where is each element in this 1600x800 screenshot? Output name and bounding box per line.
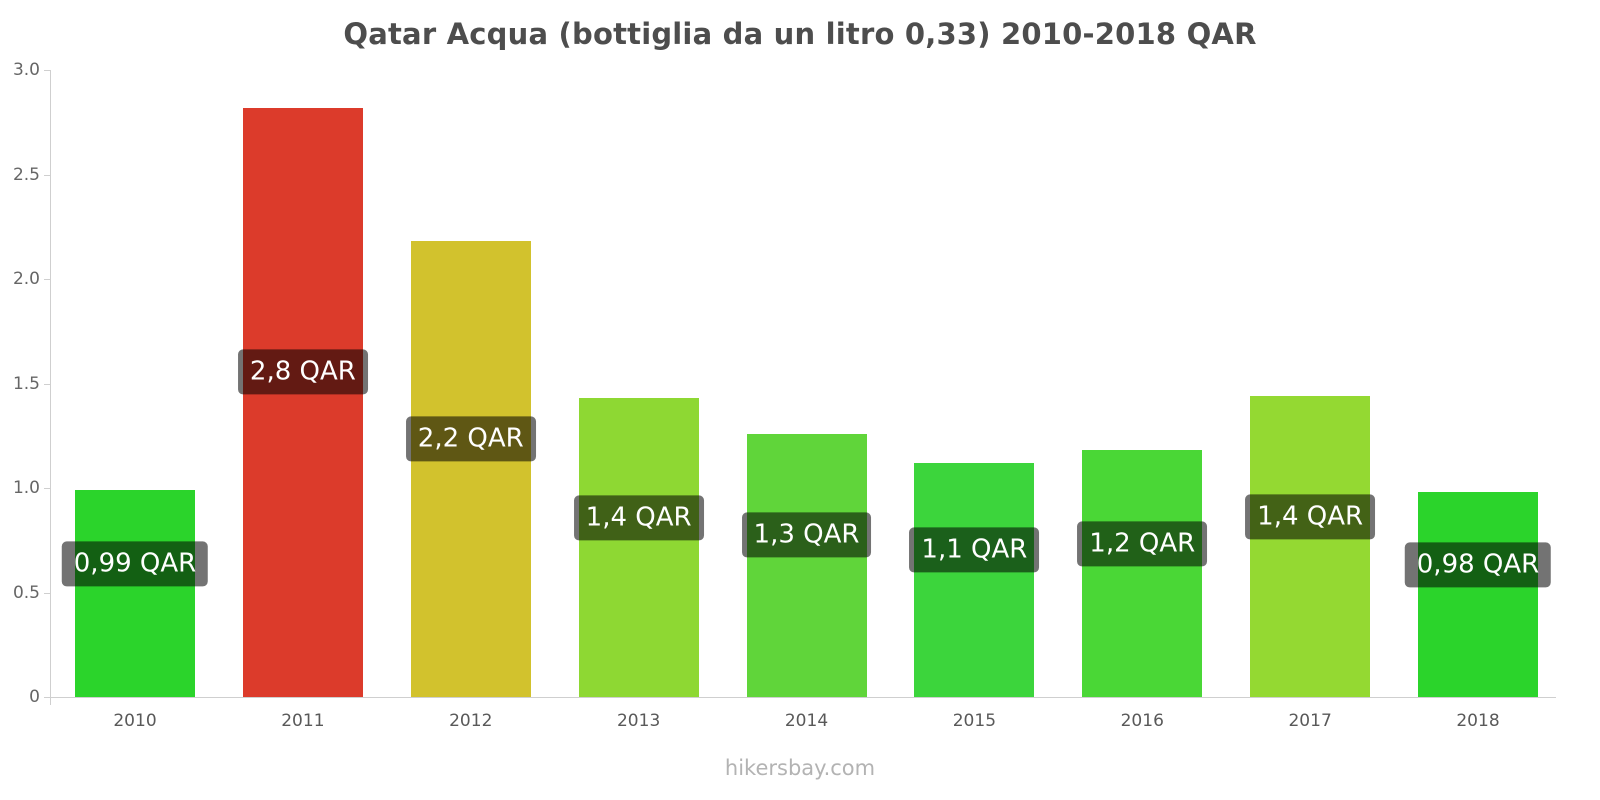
x-tick-label: 2011 [281,711,325,731]
x-tick-label: 2015 [952,711,997,731]
bar-value-label-2011: 2,8 QAR [237,349,368,395]
bar-value-label-2016: 1,2 QAR [1077,521,1208,567]
x-tick-label: 2012 [449,711,493,731]
x-tick-label: 2017 [1288,711,1332,731]
footer-watermark: hikersbay.com [724,756,876,780]
bar-2010 [75,490,195,697]
y-tick-mark [44,279,50,280]
x-axis: 2010 2011 2012 2013 2014 2015 2016 2017 2018 [50,705,1560,737]
bar-value-label-2010: 0,99 QAR [61,540,209,587]
y-axis: 0 0.5 1.0 1.5 2.0 2.5 3.0 [0,60,50,707]
y-axis-line [50,70,51,698]
chart-title: Qatar Acqua (bottiglia da un litro 0,33)… [343,17,1257,51]
y-tick-mark [44,174,50,176]
x-tick-label: 2013 [616,711,661,731]
bar-2013 [578,398,699,697]
y-tick-mark [44,488,50,489]
y-tick-label: 1.0 [12,478,40,498]
x-tick-label: 2010 [113,711,157,731]
y-tick-label: 2.5 [12,164,40,185]
x-axis-corner-tick [50,697,51,705]
x-tick-label: 2016 [1120,711,1164,731]
y-tick-label: 0.5 [12,582,40,603]
y-tick-mark [44,70,50,71]
bar-2012 [410,241,531,697]
bar-2018 [1418,492,1538,697]
y-tick-label: 3.0 [12,60,40,80]
y-tick-label: 2.0 [12,269,40,289]
y-tick-label: 0 [29,687,40,707]
bar-value-label-2018: 0,98 QAR [1404,542,1552,588]
y-tick-mark [44,697,50,698]
bar-2016 [1082,450,1203,697]
x-tick-label: 2018 [1456,711,1500,731]
bar-value-label-2014: 1,3 QAR [741,512,872,558]
bar-2017 [1250,396,1371,697]
bar-value-label-2017: 1,4 QAR [1245,493,1376,540]
x-axis-line [50,697,1556,698]
bar-2011 [242,107,363,697]
bar-value-label-2015: 1,1 QAR [909,527,1040,573]
bar-value-label-2012: 2,2 QAR [405,416,536,462]
plot-area: 0,99 QAR 2,8 QAR 2,2 QAR 1,4 QAR 1,3 QAR 1,1 … [50,70,1560,697]
bar-2014 [746,433,867,697]
bar-2015 [914,462,1035,697]
x-tick-label: 2014 [784,711,829,731]
y-tick-label: 1.5 [12,373,40,394]
y-tick-mark [44,592,50,594]
y-tick-mark [44,383,50,385]
bar-value-label-2013: 1,4 QAR [573,495,704,541]
